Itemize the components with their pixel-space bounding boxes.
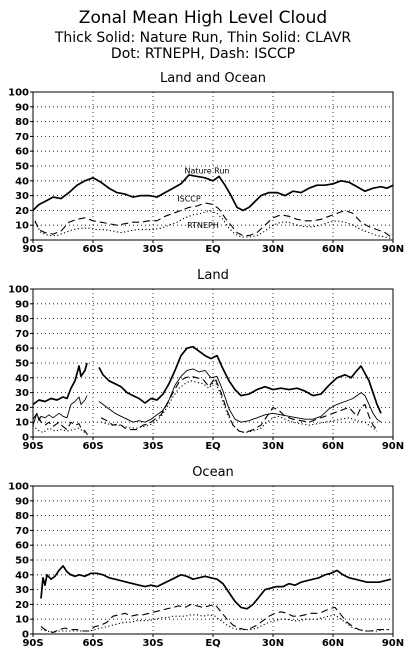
y-tick-label: 80 (15, 511, 29, 522)
y-tick-label: 20 (15, 600, 29, 611)
y-tick-label: 40 (15, 570, 29, 581)
y-tick-label: 30 (15, 585, 29, 596)
x-tick-label: 90S (22, 441, 43, 452)
figure-title: Zonal Mean High Level Cloud (79, 8, 327, 28)
x-tick-label: 60S (82, 441, 103, 452)
series-line-dash (32, 412, 88, 435)
series-line-dash (34, 202, 392, 238)
series-annotation: ISCCP (177, 195, 201, 204)
series-annotation: Nature Run (184, 166, 229, 175)
y-tick-label: 50 (15, 162, 29, 173)
y-tick-label: 0 (22, 433, 29, 444)
y-tick-label: 40 (15, 373, 29, 384)
panel-title: Ocean (192, 465, 234, 480)
y-tick-label: 30 (15, 388, 29, 399)
series-line-dash (40, 603, 389, 634)
x-tick-label: EQ (205, 244, 220, 255)
chart-panel-1: Land and Ocean 0 10 20 30 40 50 60 70 80 90 100 90S 6… (8, 71, 404, 255)
x-tick-label: 90N (382, 441, 404, 452)
y-tick-label: 40 (15, 176, 29, 187)
series-line-thick-solid (40, 565, 392, 610)
x-tick-label: 60S (82, 638, 103, 649)
y-tick-label: 0 (22, 236, 29, 247)
y-tick-label: 90 (15, 299, 29, 310)
y-tick-label: 20 (15, 403, 29, 414)
x-tick-label: EQ (205, 638, 220, 649)
y-tick-label: 100 (8, 88, 29, 99)
figure-subtitle-line1: Thick Solid: Nature Run, Thin Solid: CLA… (54, 30, 352, 46)
x-tick-label: 30S (142, 441, 163, 452)
y-tick-label: 80 (15, 314, 29, 325)
y-tick-label: 90 (15, 496, 29, 507)
y-tick-label: 70 (15, 132, 29, 143)
y-tick-label: 60 (15, 344, 29, 355)
y-tick-label: 70 (15, 526, 29, 537)
series-line-dot (40, 614, 389, 634)
x-tick-label: 90N (382, 244, 404, 255)
x-tick-label: 60N (322, 244, 344, 255)
y-tick-label: 100 (8, 285, 29, 296)
chart-panel-3: Ocean 0 10 20 30 40 50 60 70 80 90 100 90S 60S 30S EQ 30… (8, 465, 404, 649)
series-line-dot (32, 424, 90, 436)
x-tick-label: 30N (262, 244, 284, 255)
x-tick-label: 60N (322, 441, 344, 452)
y-tick-label: 60 (15, 147, 29, 158)
series-line-dot (34, 209, 392, 240)
y-tick-label: 80 (15, 117, 29, 128)
x-tick-label: 60S (82, 244, 103, 255)
x-tick-label: 30S (142, 244, 163, 255)
series-line-thick-solid (32, 362, 88, 406)
y-tick-label: 60 (15, 541, 29, 552)
series-line-thick-solid (98, 345, 382, 414)
x-tick-label: 30S (142, 638, 163, 649)
panel-title: Land and Ocean (160, 71, 266, 86)
x-tick-label: 90S (22, 638, 43, 649)
y-tick-label: 0 (22, 630, 29, 641)
y-tick-label: 10 (15, 221, 29, 232)
panel-title: Land (197, 268, 229, 283)
series-line-dot (100, 380, 378, 434)
series-line-thin-solid (32, 395, 88, 426)
x-tick-label: 90N (382, 638, 404, 649)
x-tick-label: 60N (322, 638, 344, 649)
figure-subtitle-line2: Dot: RTNEPH, Dash: ISCCP (111, 46, 295, 62)
y-tick-label: 10 (15, 615, 29, 626)
y-tick-label: 30 (15, 191, 29, 202)
x-tick-label: 90S (22, 244, 43, 255)
y-tick-label: 70 (15, 329, 29, 340)
y-tick-label: 20 (15, 206, 29, 217)
chart-panel-2: Land 0 10 20 30 40 50 60 70 80 90 100 90S 60S 30S EQ 30N… (8, 268, 404, 452)
x-tick-label: 30N (262, 638, 284, 649)
series-line-thin-solid (98, 368, 382, 423)
series-line-dash (100, 375, 378, 434)
y-tick-label: 50 (15, 359, 29, 370)
x-tick-label: EQ (205, 441, 220, 452)
y-tick-label: 90 (15, 102, 29, 113)
series-annotation: RTNEPH (187, 221, 219, 230)
y-tick-label: 10 (15, 418, 29, 429)
y-tick-label: 50 (15, 556, 29, 567)
series-line-thick-solid (32, 174, 394, 212)
y-tick-label: 100 (8, 482, 29, 493)
x-tick-label: 30N (262, 441, 284, 452)
